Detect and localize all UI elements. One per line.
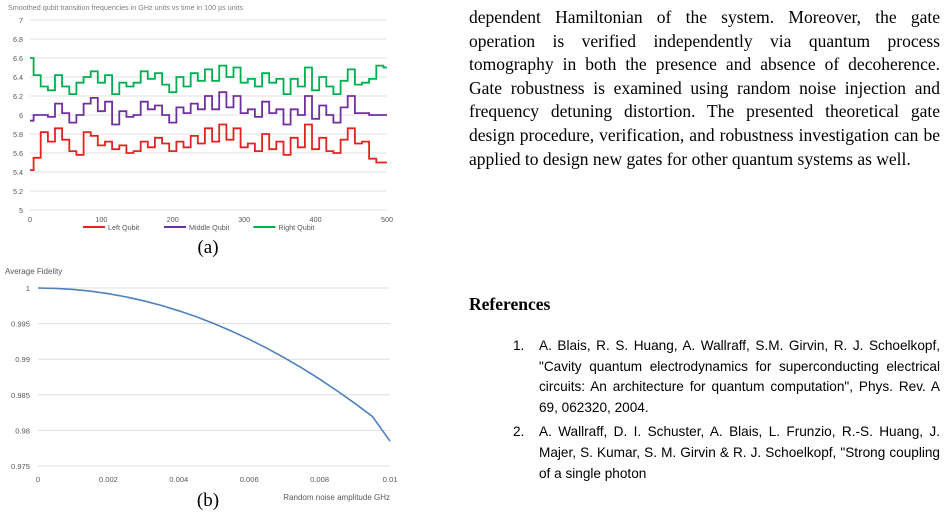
body-paragraph: dependent Hamiltonian of the system. Mor…: [469, 7, 940, 169]
reference-item: 1. A. Blais, R. S. Huang, A. Wallraff, S…: [469, 336, 940, 418]
y-tick-label: 5.8: [13, 130, 23, 139]
x-tick-label: 0: [36, 475, 40, 484]
references-heading: References: [469, 294, 551, 314]
x-tick-label: 0.008: [310, 475, 329, 484]
y-tick-label: 6.2: [13, 92, 23, 101]
x-tick-label: 0.002: [99, 475, 118, 484]
series-line-left-qubit: [30, 123, 387, 171]
reference-item: 2. A. Wallraff, D. I. Schuster, A. Blais…: [469, 422, 940, 484]
y-tick-label: 6.8: [13, 35, 23, 44]
fidelity-series-line: [37, 287, 391, 442]
y-tick-label: 6.4: [13, 73, 23, 82]
y-tick-label: 1: [26, 284, 30, 293]
series-line-right-qubit: [30, 57, 387, 95]
x-tick-label: 300: [238, 215, 250, 224]
x-tick-label: 200: [167, 215, 179, 224]
y-tick-label: 0.98: [15, 426, 30, 435]
y-tick-label: 0.985: [11, 391, 30, 400]
reference-text: A. Wallraff, D. I. Schuster, A. Blais, L…: [539, 424, 940, 481]
legend-label: Right Qubit: [278, 223, 314, 232]
legend-label: Middle Qubit: [189, 223, 229, 232]
x-tick-label: 0.004: [169, 475, 188, 484]
x-tick-label: 0.006: [240, 475, 259, 484]
legend-label: Left Qubit: [108, 223, 139, 232]
figure-b-caption: (b): [196, 490, 220, 511]
reference-number: 2.: [513, 424, 525, 440]
y-tick-label: 0.995: [11, 320, 30, 329]
x-axis-label: Random noise amplitude GHz: [283, 493, 390, 502]
y-tick-label: 5.6: [13, 149, 23, 158]
y-tick-label: 0.975: [11, 462, 30, 471]
x-tick-label: 0: [28, 215, 32, 224]
y-tick-label: 5.2: [13, 187, 23, 196]
y-tick-label: 5: [19, 206, 23, 215]
y-axis-label: Average Fidelity: [5, 267, 62, 276]
figure-a-caption: (a): [197, 237, 219, 258]
y-tick-label: 7: [19, 16, 23, 25]
x-tick-label: 500: [381, 215, 393, 224]
figure-a-chart: Smoothed qubit transition frequencies in…: [8, 3, 393, 232]
x-tick-label: 400: [310, 215, 322, 224]
y-tick-label: 5.4: [13, 168, 23, 177]
reference-number: 1.: [513, 338, 525, 353]
y-tick-label: 6.6: [13, 54, 23, 63]
reference-text: A. Blais, R. S. Huang, A. Wallraff, S.M.…: [539, 338, 940, 415]
y-tick-label: 0.99: [15, 355, 30, 364]
y-tick-label: 6: [19, 111, 23, 120]
figure-b-chart: Average Fidelity 0.975 0.98 0.985 0.99 0.995 1…: [5, 267, 398, 502]
series-line-middle-qubit: [30, 91, 387, 126]
references-list: 1. A. Blais, R. S. Huang, A. Wallraff, S…: [469, 336, 940, 488]
x-tick-label: 0.01: [383, 475, 398, 484]
chart-title: Smoothed qubit transition frequencies in…: [8, 3, 243, 12]
x-tick-label: 100: [95, 215, 107, 224]
